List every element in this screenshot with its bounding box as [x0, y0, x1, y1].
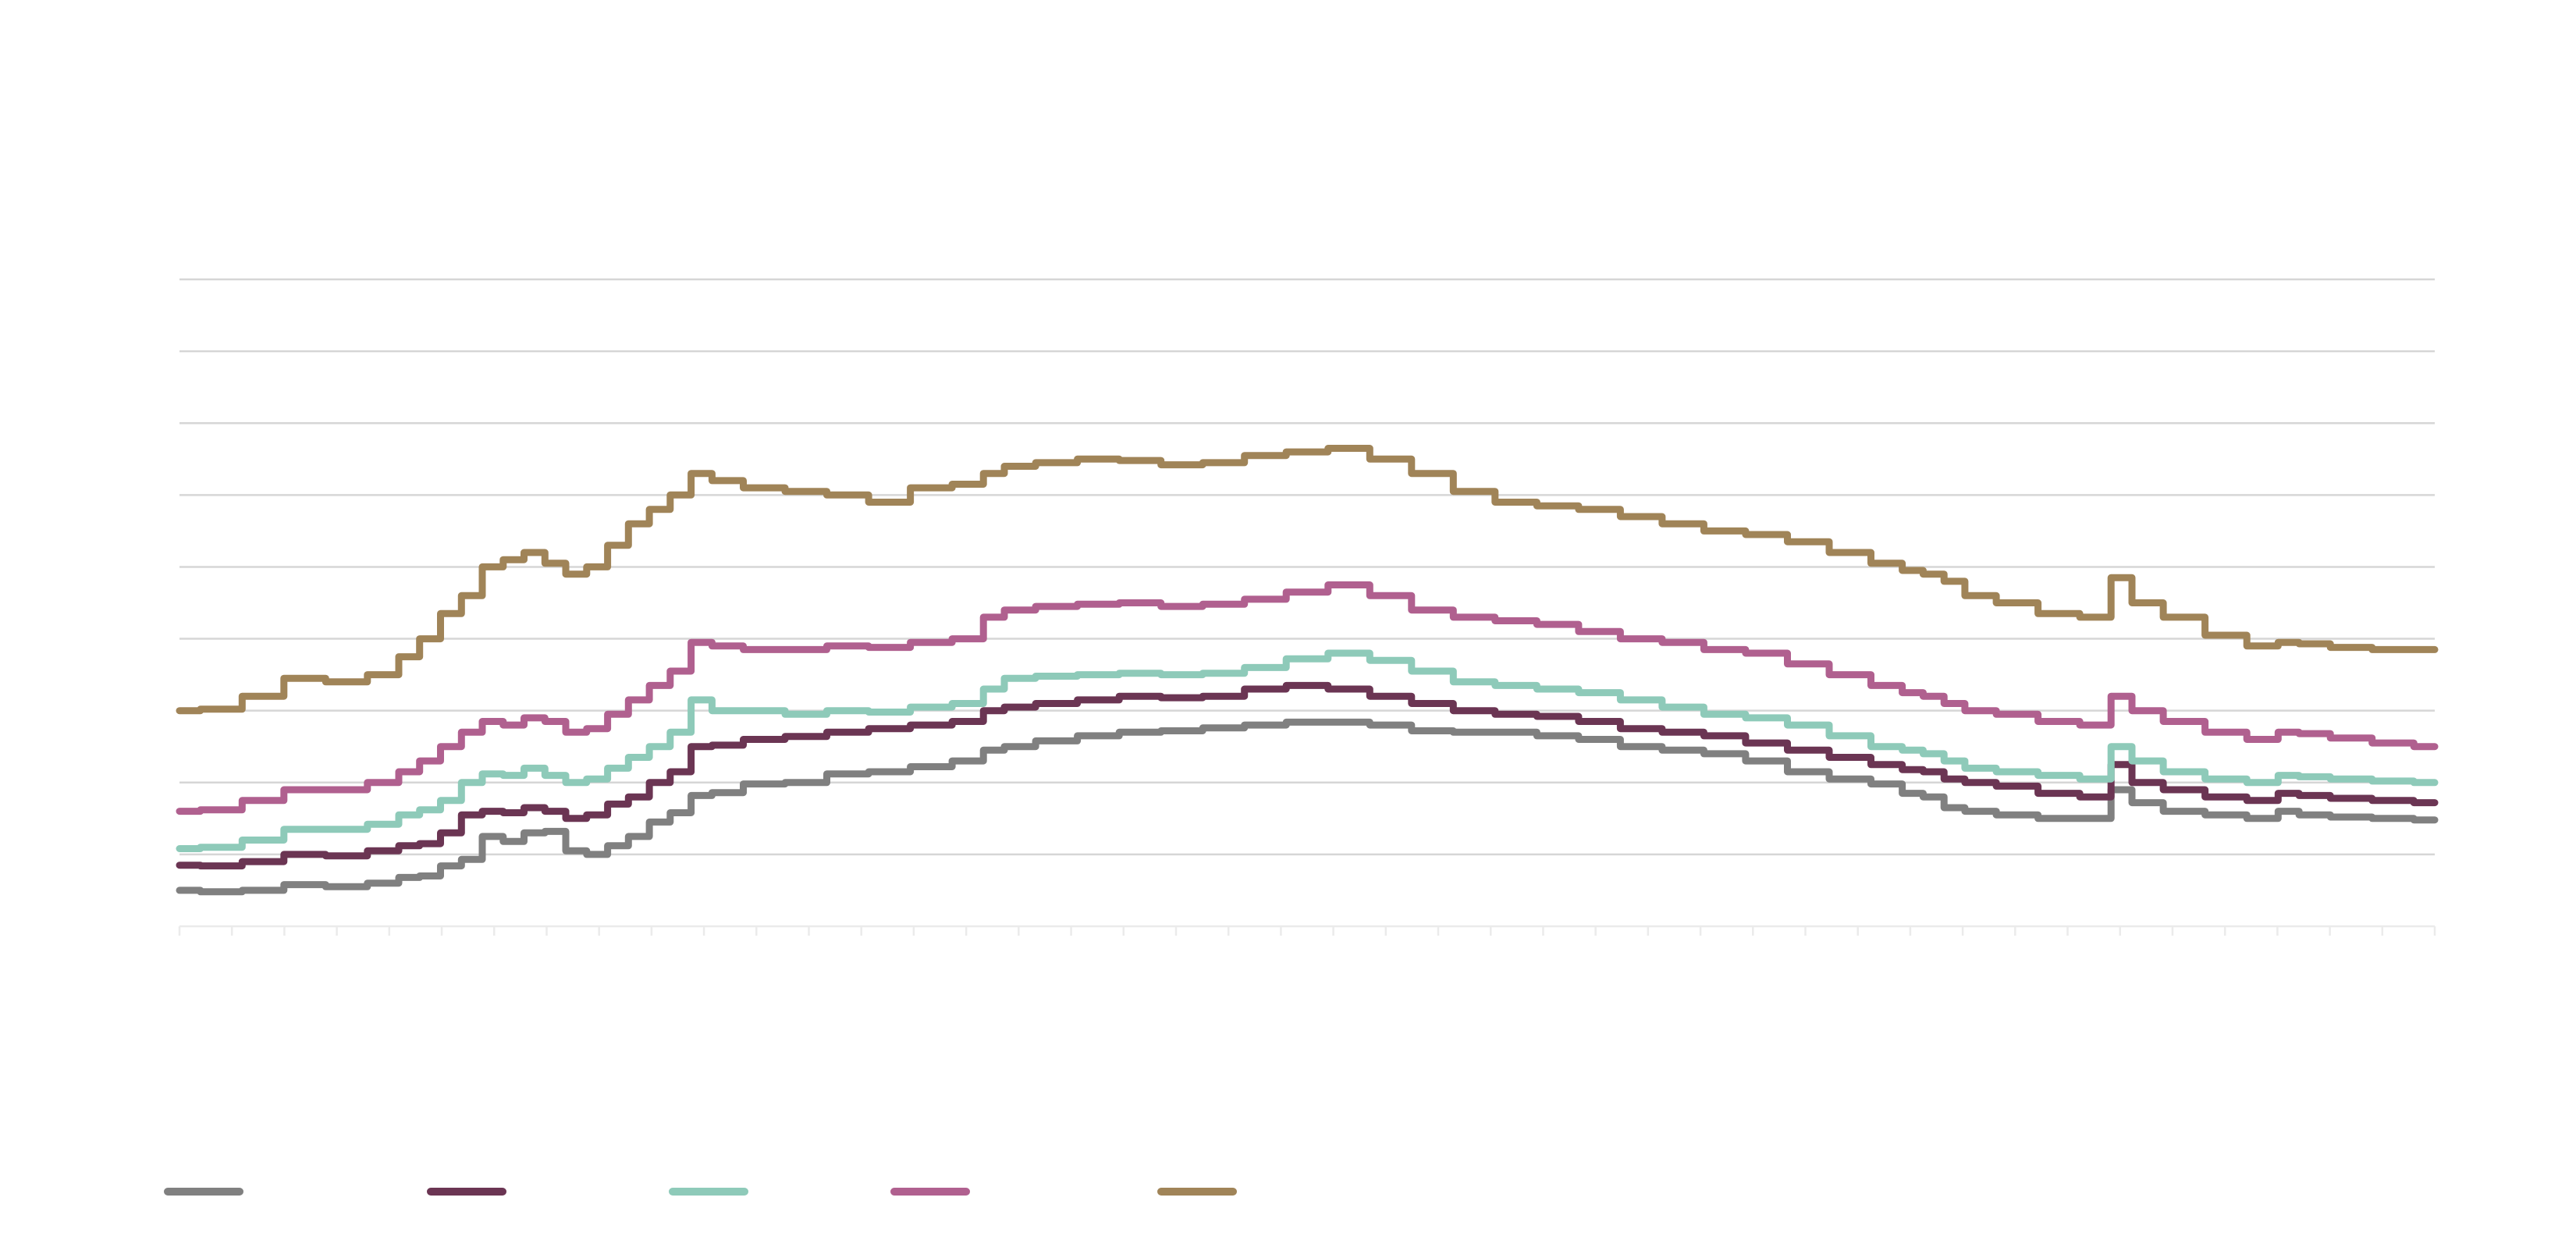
series-lines — [176, 445, 2439, 896]
series-line-4 — [176, 581, 2439, 815]
series-line-3 — [176, 649, 2439, 852]
series-line-5 — [176, 445, 2439, 715]
series-line-1 — [176, 718, 2439, 896]
series-line-2 — [176, 681, 2439, 870]
x-axis — [178, 925, 2436, 936]
gridlines — [179, 278, 2435, 856]
